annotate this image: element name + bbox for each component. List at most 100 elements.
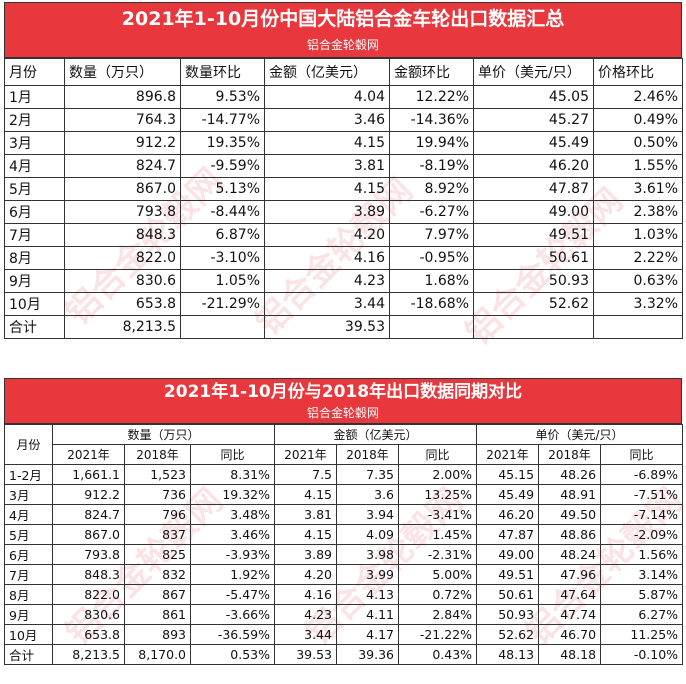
- data-cell: 867.0: [64, 177, 181, 201]
- data-cell: 50.61: [476, 584, 540, 605]
- group-header: 金额（亿美元）: [274, 424, 478, 445]
- data-cell: 49.00: [476, 544, 540, 565]
- data-cell: 822.0: [52, 584, 125, 605]
- month-cell: 4月: [4, 504, 53, 525]
- month-cell: 8月: [4, 584, 53, 605]
- summary-banner: 2021年1-10月份中国大陆铝合金车轮出口数据汇总 铝合金轮毂网: [4, 2, 682, 58]
- data-cell: 46.20: [476, 504, 540, 525]
- data-cell: -21.29%: [180, 292, 265, 316]
- table-row: 8月 822.0 -3.10% 4.16 -0.95% 50.61 2.22%: [4, 246, 683, 270]
- month-cell: 7月: [4, 564, 53, 585]
- data-cell: 2.84%: [398, 604, 478, 625]
- table-row: 6月 793.8 825 -3.93% 3.89 3.98 -2.31% 49.00 48.24…: [4, 544, 684, 565]
- data-cell: 3.81: [264, 154, 390, 178]
- data-cell: 3.6: [336, 484, 400, 505]
- data-cell: 3.46: [264, 108, 390, 132]
- data-cell: 50.93: [476, 604, 540, 625]
- data-cell: -8.44%: [180, 200, 265, 224]
- data-cell: 2.38%: [593, 200, 683, 224]
- month-cell: 5月: [4, 177, 65, 201]
- data-cell: 837: [124, 524, 191, 545]
- data-cell: 3.32%: [593, 292, 683, 316]
- table-row: 10月 653.8 -21.29% 3.44 -18.68% 52.62 3.32%: [4, 292, 683, 316]
- data-cell: 47.87: [476, 524, 540, 545]
- data-cell: 12.22%: [389, 85, 474, 109]
- month-cell: 合计: [4, 315, 65, 339]
- data-cell: 1.05%: [180, 269, 265, 293]
- data-cell: 9.53%: [180, 85, 265, 109]
- data-cell: 893: [124, 624, 191, 645]
- data-cell: 4.17: [336, 624, 400, 645]
- month-cell: 6月: [4, 544, 53, 565]
- table-row: 合计 8,213.5 8,170.0 0.53% 39.53 39.36 0.43% 48.1…: [4, 644, 684, 665]
- data-cell: 824.7: [64, 154, 181, 178]
- sub-header: 同比: [189, 444, 276, 465]
- group-header: 数量（万只）: [51, 424, 276, 445]
- data-cell: 3.81: [274, 504, 338, 525]
- data-cell: -18.68%: [389, 292, 474, 316]
- sub-header: 同比: [600, 444, 684, 465]
- month-cell: 合计: [4, 644, 53, 665]
- data-cell: 867: [124, 584, 191, 605]
- data-cell: 3.89: [264, 200, 390, 224]
- data-cell: 3.14%: [600, 564, 684, 585]
- data-cell: -9.59%: [180, 154, 265, 178]
- data-cell: 49.51: [473, 223, 594, 247]
- data-cell: 5.00%: [398, 564, 478, 585]
- data-cell: -3.93%: [189, 544, 276, 565]
- data-cell: 6.87%: [180, 223, 265, 247]
- month-cell: 9月: [4, 269, 65, 293]
- data-cell: 48.18: [538, 644, 602, 665]
- data-cell: 848.3: [64, 223, 181, 247]
- data-cell: -7.14%: [600, 504, 684, 525]
- data-cell: 49.50: [538, 504, 602, 525]
- data-cell: 0.43%: [398, 644, 478, 665]
- table-row: 2月 764.3 -14.77% 3.46 -14.36% 45.27 0.49%: [4, 108, 683, 132]
- data-cell: 7.35: [336, 464, 400, 485]
- data-cell: -6.27%: [389, 200, 474, 224]
- data-cell: 825: [124, 544, 191, 565]
- column-header: 金额环比: [389, 58, 474, 86]
- data-cell: 3.44: [274, 624, 338, 645]
- data-cell: 0.50%: [593, 131, 683, 155]
- data-cell: 3.46%: [189, 524, 276, 545]
- data-cell: 3.99: [336, 564, 400, 585]
- data-cell: 45.27: [473, 108, 594, 132]
- data-cell: 832: [124, 564, 191, 585]
- data-cell: 46.70: [538, 624, 602, 645]
- data-cell: 3.44: [264, 292, 390, 316]
- data-cell: -21.22%: [398, 624, 478, 645]
- data-cell: 4.20: [274, 564, 338, 585]
- data-cell: 52.62: [473, 292, 594, 316]
- data-cell: 3.89: [274, 544, 338, 565]
- month-cell: 6月: [4, 200, 65, 224]
- table-row: 10月 653.8 893 -36.59% 3.44 4.17 -21.22% 52.62 46…: [4, 624, 684, 645]
- data-cell: 0.63%: [593, 269, 683, 293]
- table-row: 9月 830.6 861 -3.66% 4.23 4.11 2.84% 50.93 47.74 6…: [4, 604, 684, 625]
- data-cell: 4.23: [274, 604, 338, 625]
- summary-title: 2021年1-10月份中国大陆铝合金车轮出口数据汇总: [121, 8, 565, 30]
- data-cell: 1.55%: [593, 154, 683, 178]
- sub-header: 2018年: [538, 444, 602, 465]
- month-cell: 10月: [4, 624, 53, 645]
- month-cell: 5月: [4, 524, 53, 545]
- data-cell: 7.97%: [389, 223, 474, 247]
- data-cell: 13.25%: [398, 484, 478, 505]
- data-cell: 19.32%: [189, 484, 276, 505]
- sub-header: 同比: [398, 444, 478, 465]
- data-cell: 793.8: [52, 544, 125, 565]
- data-cell: 3.48%: [189, 504, 276, 525]
- table-row: 5月 867.0 5.13% 4.15 8.92% 47.87 3.61%: [4, 177, 683, 201]
- month-cell: 7月: [4, 223, 65, 247]
- data-cell: 46.20: [473, 154, 594, 178]
- data-cell: 45.49: [476, 484, 540, 505]
- data-cell: 48.91: [538, 484, 602, 505]
- data-cell: 4.15: [274, 484, 338, 505]
- month-cell: 2月: [4, 108, 65, 132]
- sub-header: 2018年: [336, 444, 400, 465]
- sub-header: 2021年: [476, 444, 540, 465]
- month-cell: 9月: [4, 604, 53, 625]
- summary-subtitle: 铝合金轮毂网: [306, 38, 379, 52]
- data-cell: 867.0: [52, 524, 125, 545]
- table-row: 8月 822.0 867 -5.47% 4.16 4.13 0.72% 50.61 47.64 5…: [4, 584, 684, 605]
